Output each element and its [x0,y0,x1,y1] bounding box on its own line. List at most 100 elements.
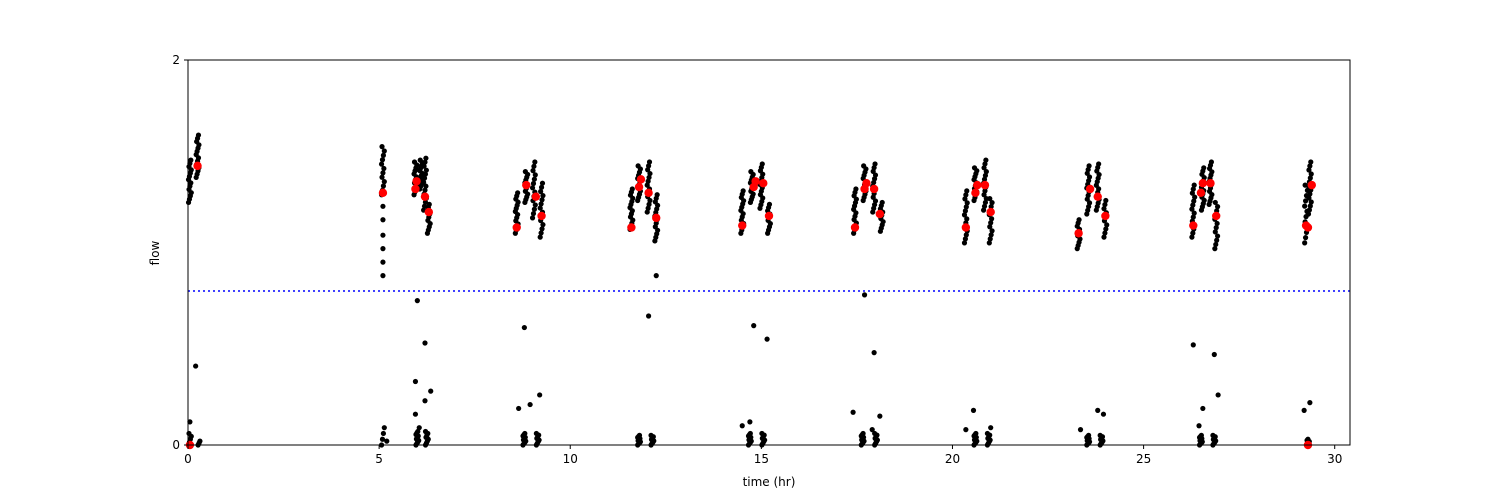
data-point [1190,186,1196,192]
data-point [747,419,753,425]
data-point [380,232,386,238]
data-point [1212,246,1218,252]
data-point [422,398,428,404]
data-point [988,204,994,210]
highlight-marker [1093,192,1102,201]
highlight-marker [1196,188,1206,198]
data-point [1191,198,1197,204]
x-tick-label: 25 [1136,452,1151,466]
data-point [380,430,386,437]
data-point [869,427,875,433]
highlight-marker [627,223,636,232]
highlight-marker [193,161,202,171]
data-point [416,425,422,431]
data-point [516,405,522,412]
data-point [378,161,385,167]
data-point [1086,432,1092,438]
highlight-marker [1307,180,1316,190]
data-point [422,340,428,346]
data-point [527,401,533,408]
highlight-marker [738,221,747,230]
data-point [380,217,386,223]
highlight-marker [1212,211,1221,221]
data-point [428,388,434,394]
data-point [962,208,968,214]
data-point [411,159,418,165]
data-point [380,183,386,189]
data-point [530,168,536,174]
data-point [1192,194,1198,200]
data-point [195,132,202,138]
highlight-marker [875,209,885,219]
x-tick-label: 10 [563,452,578,466]
data-point [1208,159,1215,165]
data-point [379,157,386,163]
data-point [1306,207,1313,213]
data-point [636,432,643,438]
data-point [1308,199,1314,205]
highlight-marker [759,179,768,188]
data-point [986,240,992,246]
data-point [421,175,428,181]
data-point [379,174,385,180]
data-point [1307,400,1313,406]
data-point [1308,159,1314,165]
data-point [539,226,545,232]
data-point [412,411,419,417]
highlight-marker [531,192,541,201]
highlight-marker [424,207,434,217]
data-point [529,185,536,191]
data-point [188,157,194,163]
data-point [1211,351,1217,358]
data-point [421,163,427,169]
data-point [1305,211,1312,217]
data-point [1190,214,1196,220]
data-point [1190,230,1196,236]
y-tick-label: 2 [172,53,180,67]
highlight-marker [751,177,760,186]
highlight-marker [1101,211,1110,221]
y-tick-label: 0 [172,438,180,452]
data-point [539,197,545,203]
data-point [380,259,386,265]
data-point [1307,163,1313,169]
data-point [1191,210,1197,216]
x-axis: 0 5 10 15 20 25 30 [184,445,1342,466]
data-point [963,192,969,198]
data-point [1307,203,1313,209]
highlight-marker [1085,184,1095,194]
highlight-marker [869,184,879,194]
data-point [187,419,193,425]
data-point [739,423,745,429]
highlight-marker [378,188,388,198]
y-axis: 02 [172,53,188,452]
x-tick-label: 0 [184,452,192,466]
data-point [1214,233,1221,239]
data-point [537,392,543,398]
data-point [381,425,387,431]
data-point [961,240,968,246]
data-point [421,179,427,185]
data-point [423,183,429,189]
x-tick-label: 30 [1327,452,1342,466]
data-point [379,436,386,442]
data-point [1213,225,1219,231]
data-point [877,413,883,419]
highlight-marker [412,177,421,186]
highlight-marker [634,182,644,192]
data-point [1214,204,1221,210]
data-point [531,176,537,182]
data-point [1307,175,1313,181]
data-point [531,206,537,212]
data-point [530,210,537,217]
highlight-marker [961,223,971,232]
data-point [879,199,885,206]
data-point [646,159,653,165]
data-point [964,200,970,206]
highlight-marker [986,207,995,217]
data-point [1307,191,1313,197]
data-point [1302,235,1309,241]
data-point [522,430,528,437]
data-point [422,428,429,435]
data-point [538,230,544,236]
